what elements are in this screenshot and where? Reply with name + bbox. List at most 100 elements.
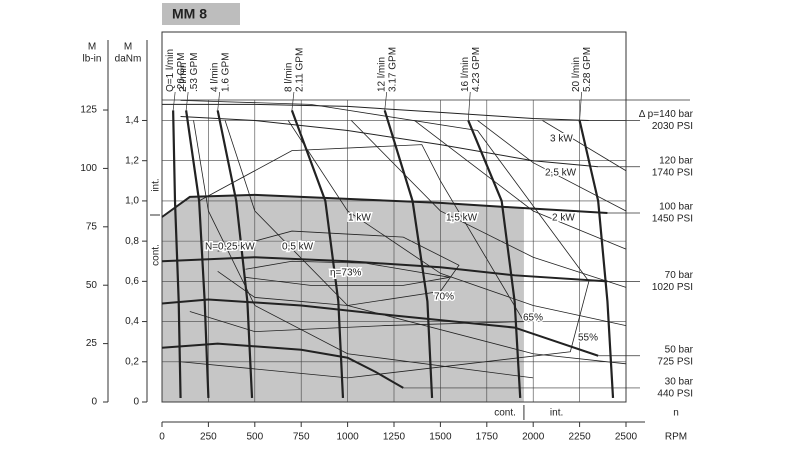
flow-gpm-label: 2.11 GPM	[295, 48, 306, 92]
flow-gpm-label: 3.17 GPM	[387, 47, 398, 92]
pressure-psi-label: 725 PSI	[657, 356, 693, 367]
pressure-label: 50 bar	[665, 344, 694, 355]
pressure-psi-label: 440 PSI	[657, 389, 693, 400]
y-tick-label: 1,4	[125, 115, 139, 126]
y-tick-label: 0,8	[125, 236, 139, 247]
efficiency-curve	[180, 99, 590, 379]
pressure-curve	[161, 298, 599, 357]
y2-label-unit: lb-in	[83, 54, 102, 65]
flow-gpm-label: 1.6 GPM	[220, 53, 231, 92]
flow-label: 12 l/min	[376, 57, 387, 92]
power-label: 1 kW	[348, 213, 371, 224]
efficiency-label: 55%	[578, 333, 598, 344]
y2-tick-label: 0	[91, 397, 97, 408]
chart-title: MM 8	[172, 6, 207, 22]
torque-region-label: cont.	[151, 244, 162, 266]
flow-label: Q=1 l/min	[165, 49, 176, 92]
speed-region-label: int.	[550, 408, 563, 419]
x-tick-label: 750	[293, 432, 310, 443]
power-label: 2,5 kW	[545, 168, 577, 179]
efficiency-curve	[245, 260, 450, 286]
pressure-curve	[161, 193, 608, 218]
pressure-curve	[161, 342, 404, 389]
power-label: 2 kW	[552, 213, 575, 224]
speed-region-label: cont.	[494, 408, 516, 419]
power-label: N=0,25 kW	[205, 242, 255, 253]
x-tick-label: 250	[200, 432, 217, 443]
flow-curve	[185, 110, 210, 399]
flow-gpm-label: 5.28 GPM	[582, 47, 593, 92]
leader	[467, 91, 471, 121]
y-tick-label: 1,2	[125, 155, 139, 166]
y-label-symbol: M	[124, 42, 132, 53]
y2-tick-label: 25	[86, 338, 98, 349]
power-curve	[351, 120, 627, 288]
flow-curve	[578, 120, 615, 399]
flow-label: 8 l/min	[284, 63, 295, 92]
y2-tick-label: 125	[80, 105, 97, 116]
y-tick-label: 0,6	[125, 276, 139, 287]
power-curve	[287, 120, 627, 326]
power-label: 0,5 kW	[282, 242, 314, 253]
x-tick-label: 1500	[429, 432, 452, 443]
flow-curve	[290, 110, 345, 399]
x-tick-label: 1250	[383, 432, 406, 443]
y-tick-label: 1,0	[125, 196, 139, 207]
x-tick-label: 500	[246, 432, 263, 443]
leader	[172, 91, 176, 111]
power-label: 1,5 kW	[446, 213, 478, 224]
y-tick-label: 0,4	[125, 316, 139, 327]
x-tick-label: 2500	[615, 432, 638, 443]
power-curve	[414, 120, 627, 250]
x-tick-label: 2000	[522, 432, 545, 443]
pressure-label: 120 bar	[659, 155, 694, 166]
flow-curve	[172, 110, 182, 398]
flow-label: 4 l/min	[209, 63, 220, 92]
x-tick-label: 0	[159, 432, 165, 443]
leader	[579, 91, 582, 121]
leader	[217, 91, 221, 111]
pressure-label: Δ p=140 bar	[639, 109, 694, 120]
x-tick-label: 1750	[476, 432, 499, 443]
pressure-psi-label: 1450 PSI	[652, 214, 693, 225]
pressure-curve	[162, 103, 589, 121]
power-curve	[224, 120, 627, 365]
pressure-curve	[161, 256, 608, 283]
flow-gpm-label: 4.23 GPM	[471, 47, 482, 92]
y-label-unit: daNm	[115, 54, 142, 65]
torque-region-label: int.	[151, 178, 162, 191]
pressure-psi-label: 1740 PSI	[652, 167, 693, 178]
flow-label: 16 l/min	[460, 57, 471, 92]
leader	[291, 91, 295, 111]
y2-label-symbol: M	[88, 42, 96, 53]
flow-gpm-label: .53 GPM	[189, 53, 200, 92]
pressure-label: 100 bar	[659, 202, 694, 213]
y-tick-label: 0	[133, 397, 139, 408]
y-tick-label: 0,2	[125, 356, 139, 367]
efficiency-label: η=73%	[330, 268, 362, 279]
power-curve	[542, 120, 627, 172]
flow-curve	[216, 110, 254, 399]
flow-label: 2 l/min	[178, 63, 189, 92]
power-curve	[193, 120, 534, 379]
title-tab	[162, 3, 240, 25]
efficiency-curve	[217, 230, 460, 306]
x-label-unit: RPM	[665, 432, 687, 443]
continuous-region	[162, 194, 524, 402]
pressure-psi-label: 1020 PSI	[652, 282, 693, 293]
x-label-symbol: n	[673, 408, 679, 419]
efficiency-label: 70%	[434, 292, 454, 303]
flow-curve	[383, 110, 434, 399]
x-tick-label: 2250	[568, 432, 591, 443]
leader	[185, 91, 189, 111]
leader	[384, 91, 388, 111]
x-tick-label: 1000	[336, 432, 359, 443]
flow-curve	[467, 120, 522, 399]
flow-label: 20 l/min	[571, 57, 582, 92]
pressure-label: 70 bar	[665, 270, 694, 281]
efficiency-curve	[189, 144, 525, 333]
power-label: 3 kW	[550, 134, 573, 145]
pressure-label: 30 bar	[665, 377, 694, 388]
power-curve	[477, 120, 627, 212]
efficiency-label: 65%	[523, 313, 543, 324]
